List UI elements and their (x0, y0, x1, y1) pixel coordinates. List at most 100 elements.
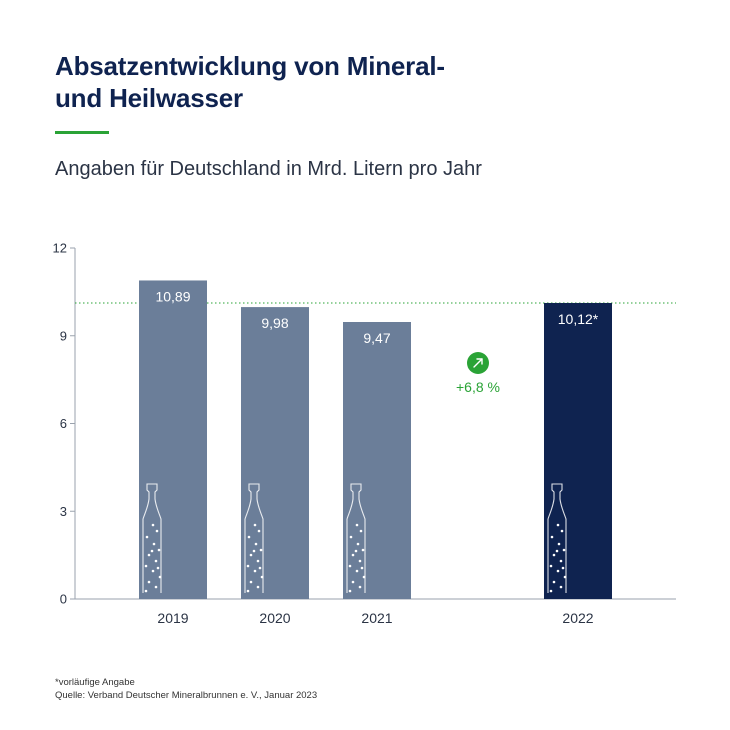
bubble-dot (555, 549, 559, 553)
bubble-dot (246, 564, 250, 568)
bar (343, 322, 411, 599)
bubble-dot (560, 529, 564, 533)
bubble-dot (145, 535, 149, 539)
bubble-dot (144, 564, 148, 568)
bubble-dot (246, 589, 250, 593)
bubble-dot (557, 542, 561, 546)
chart-title-line-1: Absatzentwicklung von Mineral- (55, 51, 445, 81)
bubble-dot (556, 523, 560, 527)
arrow-up-right-icon (473, 358, 483, 368)
bar-value-label: 9,98 (261, 315, 288, 331)
bottle-outline (244, 483, 264, 593)
bubble-dot (151, 523, 155, 527)
bubble-dot (556, 569, 560, 573)
growth-annotation-label: +6,8 % (456, 379, 500, 395)
bubble-dot (356, 542, 360, 546)
chart-title: Absatzentwicklung von Mineral- und Heilw… (55, 50, 615, 114)
bubble-dot (253, 523, 257, 527)
bubble-dot (360, 566, 364, 570)
chart-title-line-2: und Heilwasser (55, 83, 243, 113)
bubble-dot (549, 589, 553, 593)
bubble-dot (348, 564, 352, 568)
bar-value-label: 10,89 (155, 288, 190, 304)
bottle-outline (142, 483, 162, 593)
bubble-dot (252, 549, 256, 553)
bar-value-label: 10,12* (558, 311, 599, 327)
bubble-dot (249, 580, 253, 584)
bubble-dot (355, 523, 359, 527)
bubble-dot (256, 585, 260, 589)
bar-group-2019: 10,89 (139, 280, 207, 599)
bubble-dot (549, 564, 553, 568)
bubble-dot (351, 553, 355, 557)
water-bottle-icon (244, 483, 264, 593)
x-tick-label: 2020 (259, 610, 290, 626)
bar-group-2021: 9,47 (343, 322, 411, 599)
bubble-dot (559, 559, 563, 563)
bubble-dot (349, 535, 353, 539)
bubble-dot (147, 553, 151, 557)
footnote-note: *vorläufige Angabe (55, 677, 135, 688)
bubble-dot (362, 575, 366, 579)
title-accent-line (55, 131, 109, 134)
bubble-dot (358, 559, 362, 563)
bubble-dot (354, 549, 358, 553)
bubble-dot (552, 580, 556, 584)
bubble-dot (257, 529, 261, 533)
bubble-dot (147, 580, 151, 584)
chart-subtitle: Angaben für Deutschland in Mrd. Litern p… (55, 158, 482, 180)
bubble-dot (355, 569, 359, 573)
water-bottle-icon (547, 483, 567, 593)
x-tick-label: 2019 (157, 610, 188, 626)
footnote: *vorläufige Angabe Quelle: Verband Deuts… (55, 676, 317, 702)
bubble-dot (154, 559, 158, 563)
bar (139, 280, 207, 599)
bubble-dot (151, 569, 155, 573)
bubble-dot (562, 548, 566, 552)
bubble-dot (158, 575, 162, 579)
bubble-dot (259, 548, 263, 552)
x-tick-label: 2022 (562, 610, 593, 626)
bubble-dot (559, 585, 563, 589)
bubble-dot (563, 575, 567, 579)
bubble-dot (157, 548, 161, 552)
water-bottle-icon (142, 483, 162, 593)
bubble-dot (550, 535, 554, 539)
y-tick-label: 0 (60, 592, 67, 607)
arrow-head (476, 358, 483, 365)
footnote-source: Quelle: Verband Deutscher Mineralbrunnen… (55, 690, 318, 701)
bar-group-2022: 10,12* (544, 302, 612, 599)
bar (241, 307, 309, 599)
y-tick-label: 12 (53, 241, 67, 256)
y-tick-label: 9 (60, 328, 67, 343)
bottle-outline (547, 483, 567, 593)
bubble-dot (150, 549, 154, 553)
bubble-dot (156, 566, 160, 570)
y-tick-label: 3 (60, 504, 67, 519)
bubble-dot (260, 575, 264, 579)
bubble-dot (561, 566, 565, 570)
arrow-shaft (473, 358, 483, 368)
bubble-dot (154, 585, 158, 589)
bubble-dot (359, 529, 363, 533)
bubble-dot (348, 589, 352, 593)
bubble-dot (254, 542, 258, 546)
bubble-dot (144, 589, 148, 593)
bubble-dot (552, 553, 556, 557)
y-tick-label: 6 (60, 416, 67, 431)
bubble-dot (258, 566, 262, 570)
growth-annotation: +6,8 % (456, 352, 500, 395)
bubble-dot (256, 559, 260, 563)
bubble-dot (249, 553, 253, 557)
bubble-dot (351, 580, 355, 584)
bar-value-label: 9,47 (363, 330, 390, 346)
bubble-dot (247, 535, 251, 539)
bubble-dot (358, 585, 362, 589)
bubble-dot (155, 529, 159, 533)
bubble-dot (361, 548, 365, 552)
bottle-outline (346, 483, 366, 593)
bubble-dot (253, 569, 257, 573)
bar (544, 302, 612, 599)
bubble-dot (152, 542, 156, 546)
